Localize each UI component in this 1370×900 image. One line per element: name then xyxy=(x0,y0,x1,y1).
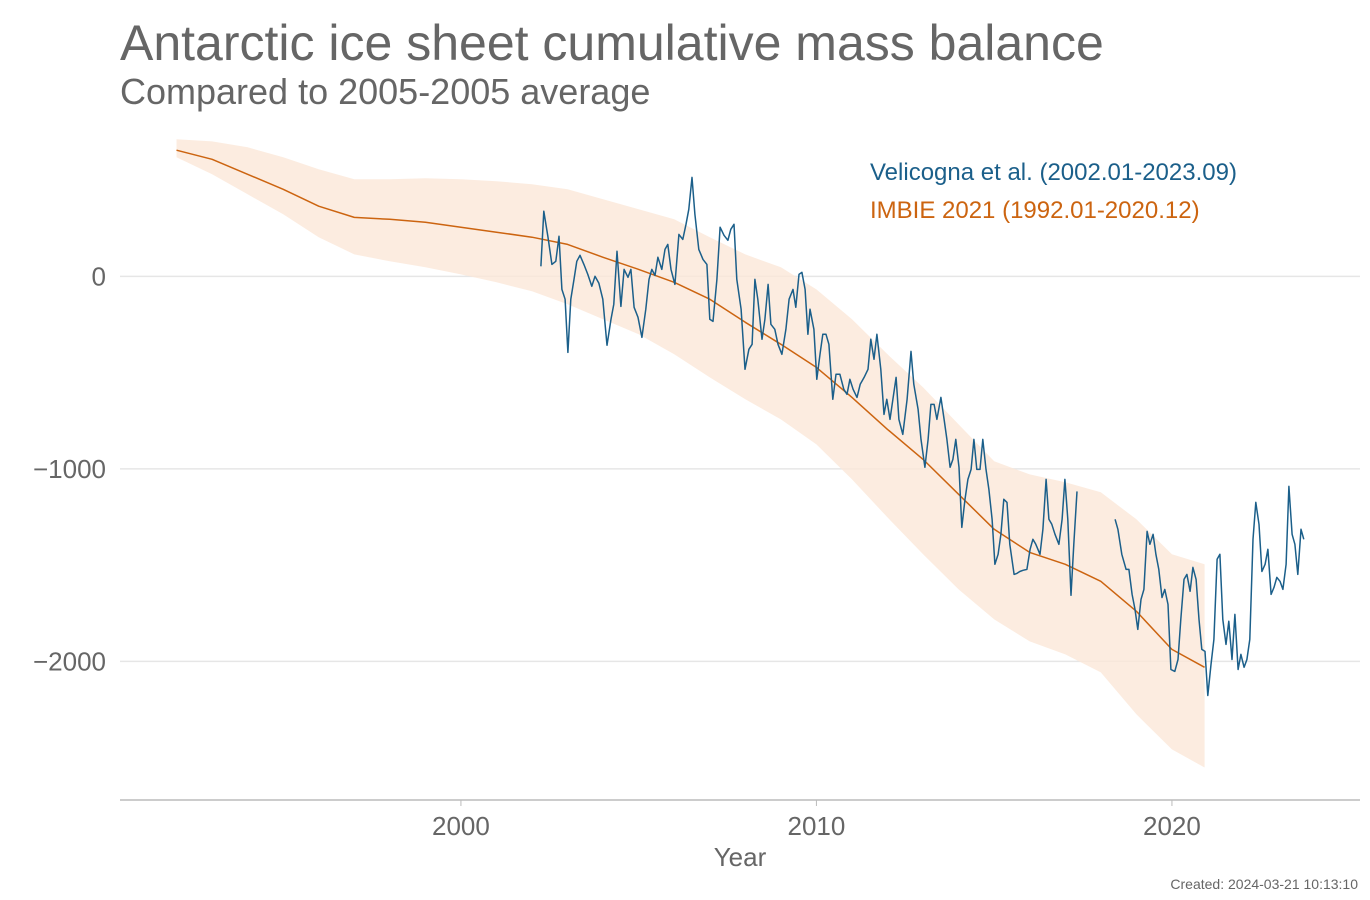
x-tick-label: 2010 xyxy=(788,811,846,841)
y-tick-label: −1000 xyxy=(33,454,106,484)
legend-entry: IMBIE 2021 (1992.01-2020.12) xyxy=(870,197,1200,224)
uncertainty-band xyxy=(176,139,1205,768)
y-tick-label: 0 xyxy=(92,261,106,291)
x-tick-label: 2020 xyxy=(1143,811,1201,841)
y-tick-label: −2000 xyxy=(33,646,106,676)
chart-subtitle: Compared to 2005-2005 average xyxy=(120,71,650,112)
footer: Created: 2024-03-21 10:13:10 xyxy=(1170,876,1358,892)
x-axis-label: Year xyxy=(714,842,767,872)
legend-entry: Velicogna et al. (2002.01-2023.09) xyxy=(870,159,1237,186)
x-tick-label: 2000 xyxy=(432,811,490,841)
chart-title: Antarctic ice sheet cumulative mass bala… xyxy=(120,15,1104,71)
series-line xyxy=(540,176,1305,697)
series-line xyxy=(176,149,1205,668)
